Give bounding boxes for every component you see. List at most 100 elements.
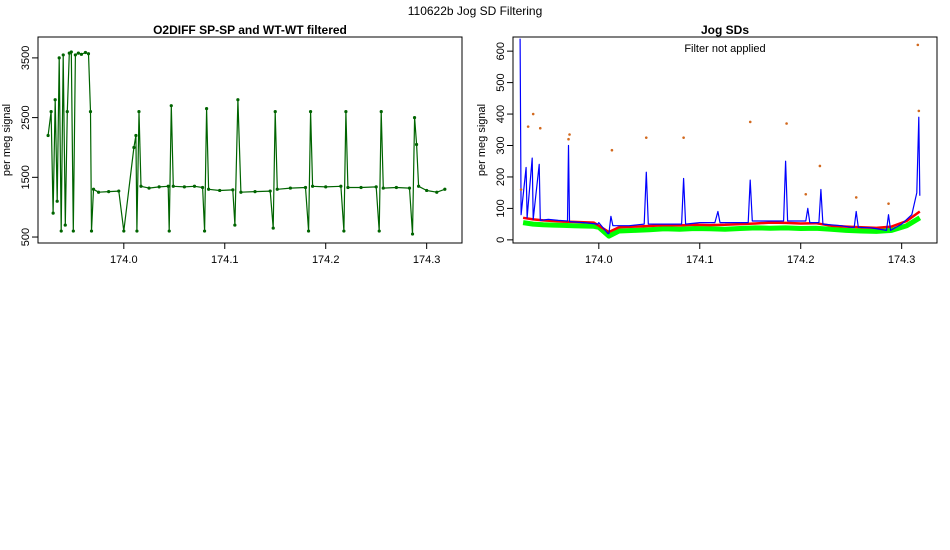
panel1-series-1-point bbox=[268, 189, 272, 193]
panel1-series-1-point bbox=[414, 142, 419, 147]
panel2-series-4-point bbox=[519, 188, 523, 191]
panel1-series-1-point bbox=[218, 188, 222, 193]
panel1-series-1-point bbox=[346, 185, 350, 190]
panel1-series-1-point bbox=[339, 184, 343, 188]
panel1-series-1-point bbox=[65, 110, 69, 114]
panel1-x-tick-label: 174.3 bbox=[413, 254, 441, 266]
panel1-series-1-point bbox=[275, 187, 279, 191]
panel1-series-1-point bbox=[303, 185, 308, 190]
figure-title: 110622b Jog SD Filtering bbox=[407, 4, 543, 18]
panel1-series-1-point bbox=[342, 229, 346, 233]
panel2-series-1-line bbox=[522, 215, 922, 239]
panel2-plot-frame bbox=[512, 36, 938, 244]
panel1-series-1-point bbox=[271, 226, 275, 230]
panel1-series-1-point bbox=[76, 51, 80, 55]
panel1-x-tick-label: 174.1 bbox=[211, 254, 239, 266]
panel1-series-1-point bbox=[239, 190, 243, 194]
panel1-x-tick-label: 174.2 bbox=[312, 254, 340, 266]
panel2-series-4-point bbox=[567, 137, 570, 141]
panel2-x-tick-label: 174.0 bbox=[585, 254, 613, 266]
panel2-y-tick-label: 500 bbox=[495, 73, 507, 91]
panel1-series-1-point bbox=[86, 52, 91, 56]
panel2-y-tick-label: 300 bbox=[495, 136, 507, 154]
panel2-x-tick-label: 174.3 bbox=[888, 254, 916, 266]
panel1-y-axis-label: per meg signal bbox=[1, 104, 13, 176]
panel2-series-4-point bbox=[526, 125, 530, 128]
panel2-series-4-point bbox=[804, 192, 808, 196]
panel1-series-1-point bbox=[134, 133, 138, 138]
panel1-series-1-line bbox=[47, 51, 446, 235]
panel1-series-1-point bbox=[59, 229, 63, 233]
panel2-y-tick-label: 100 bbox=[495, 199, 507, 217]
panel1-series-1-point bbox=[63, 223, 67, 227]
panel2-y-axis-label: per meg signal bbox=[476, 104, 488, 176]
panel2-series-4-point bbox=[854, 196, 858, 199]
panel1-series-1-point bbox=[91, 187, 96, 191]
panel1-series-1-point bbox=[61, 53, 65, 57]
panel1-series-1-point bbox=[379, 110, 383, 114]
panel1-series-1-point bbox=[88, 110, 93, 114]
panel1-series-1-point bbox=[204, 107, 209, 111]
panel1-plot-frame bbox=[37, 36, 463, 244]
panel1-series-1-point bbox=[122, 229, 126, 233]
panel2-series-4-point bbox=[785, 122, 788, 125]
panel1-y-tick-label: 2500 bbox=[20, 105, 32, 129]
panel1-series-1-point bbox=[89, 229, 94, 233]
panel1-series-1-point bbox=[49, 110, 53, 114]
panel2-x-tick-label: 174.2 bbox=[787, 254, 815, 266]
panel1-series-1-point bbox=[55, 199, 59, 203]
panel1-series-1-point bbox=[412, 116, 417, 120]
panel1-series-1-point bbox=[135, 229, 139, 233]
panel1-x-tick-label: 174.0 bbox=[110, 254, 138, 266]
panel1-series-1-point bbox=[117, 189, 121, 193]
panel2-series-4-point bbox=[538, 126, 542, 130]
panel1-series-1-point bbox=[79, 52, 84, 56]
panel2-y-tick-label: 0 bbox=[495, 237, 507, 243]
panel1-series-1-point bbox=[53, 98, 57, 102]
panel2-y-tick-label: 200 bbox=[495, 168, 507, 186]
panel1-series-1-point bbox=[374, 185, 378, 189]
panel1-series-1-point bbox=[381, 186, 385, 190]
panel1-series-1-point bbox=[107, 190, 111, 194]
panel1-series-1-point bbox=[171, 184, 175, 188]
panel1-y-tick-label: 3500 bbox=[20, 46, 32, 70]
panel1-series-1-point bbox=[407, 186, 412, 190]
panel1-series-1-point bbox=[207, 187, 211, 191]
panel1-series-1-point bbox=[96, 190, 101, 194]
panel2-x-tick-label: 174.1 bbox=[686, 254, 714, 266]
panel1-series-1-point bbox=[443, 187, 447, 191]
panel1-y-tick-label: 1500 bbox=[20, 165, 32, 189]
panel1-series-1-point bbox=[410, 232, 415, 236]
panel1-series-1-point bbox=[192, 184, 197, 188]
panel2-series-4-point bbox=[917, 109, 921, 113]
panel1-series-1-point bbox=[167, 229, 171, 233]
panel1-series-1-point bbox=[324, 185, 328, 189]
panel1-series-1-point bbox=[157, 185, 161, 189]
panel1-series-1-point bbox=[310, 184, 315, 188]
panel2-series-3-line bbox=[519, 38, 921, 235]
panel1-series-1-point bbox=[73, 53, 77, 57]
panel1-series-1-point bbox=[344, 110, 348, 114]
panel1-series-1-point bbox=[253, 190, 257, 194]
panel1-series-1-point bbox=[200, 185, 205, 190]
panel2-series-4-point bbox=[610, 148, 614, 152]
panel2-series-4-point bbox=[818, 164, 822, 168]
panel2-series-4-point bbox=[748, 120, 752, 124]
panel1-series-1-point bbox=[132, 145, 136, 150]
panel1-series-1-point bbox=[233, 223, 237, 227]
panel1-series-1-point bbox=[359, 185, 363, 190]
panel1-series-1-point bbox=[435, 190, 439, 194]
panel2-series-4-point bbox=[644, 136, 648, 139]
panel1-series-1-point bbox=[236, 98, 240, 102]
panel2-y-tick-label: 400 bbox=[495, 105, 507, 123]
panel1-series-1-point bbox=[147, 186, 151, 190]
panel1-series-1-point bbox=[288, 186, 292, 190]
panel2-series-4-point bbox=[916, 43, 920, 47]
panel1-title: O2DIFF SP-SP and WT-WT filtered bbox=[153, 23, 347, 37]
panel1-series-1-point bbox=[57, 56, 61, 60]
panel1-series-1-point bbox=[394, 185, 398, 190]
panel2-series-4-point bbox=[682, 136, 685, 139]
panel1-series-1-point bbox=[139, 184, 143, 188]
panel2-series-4-point bbox=[531, 112, 535, 116]
